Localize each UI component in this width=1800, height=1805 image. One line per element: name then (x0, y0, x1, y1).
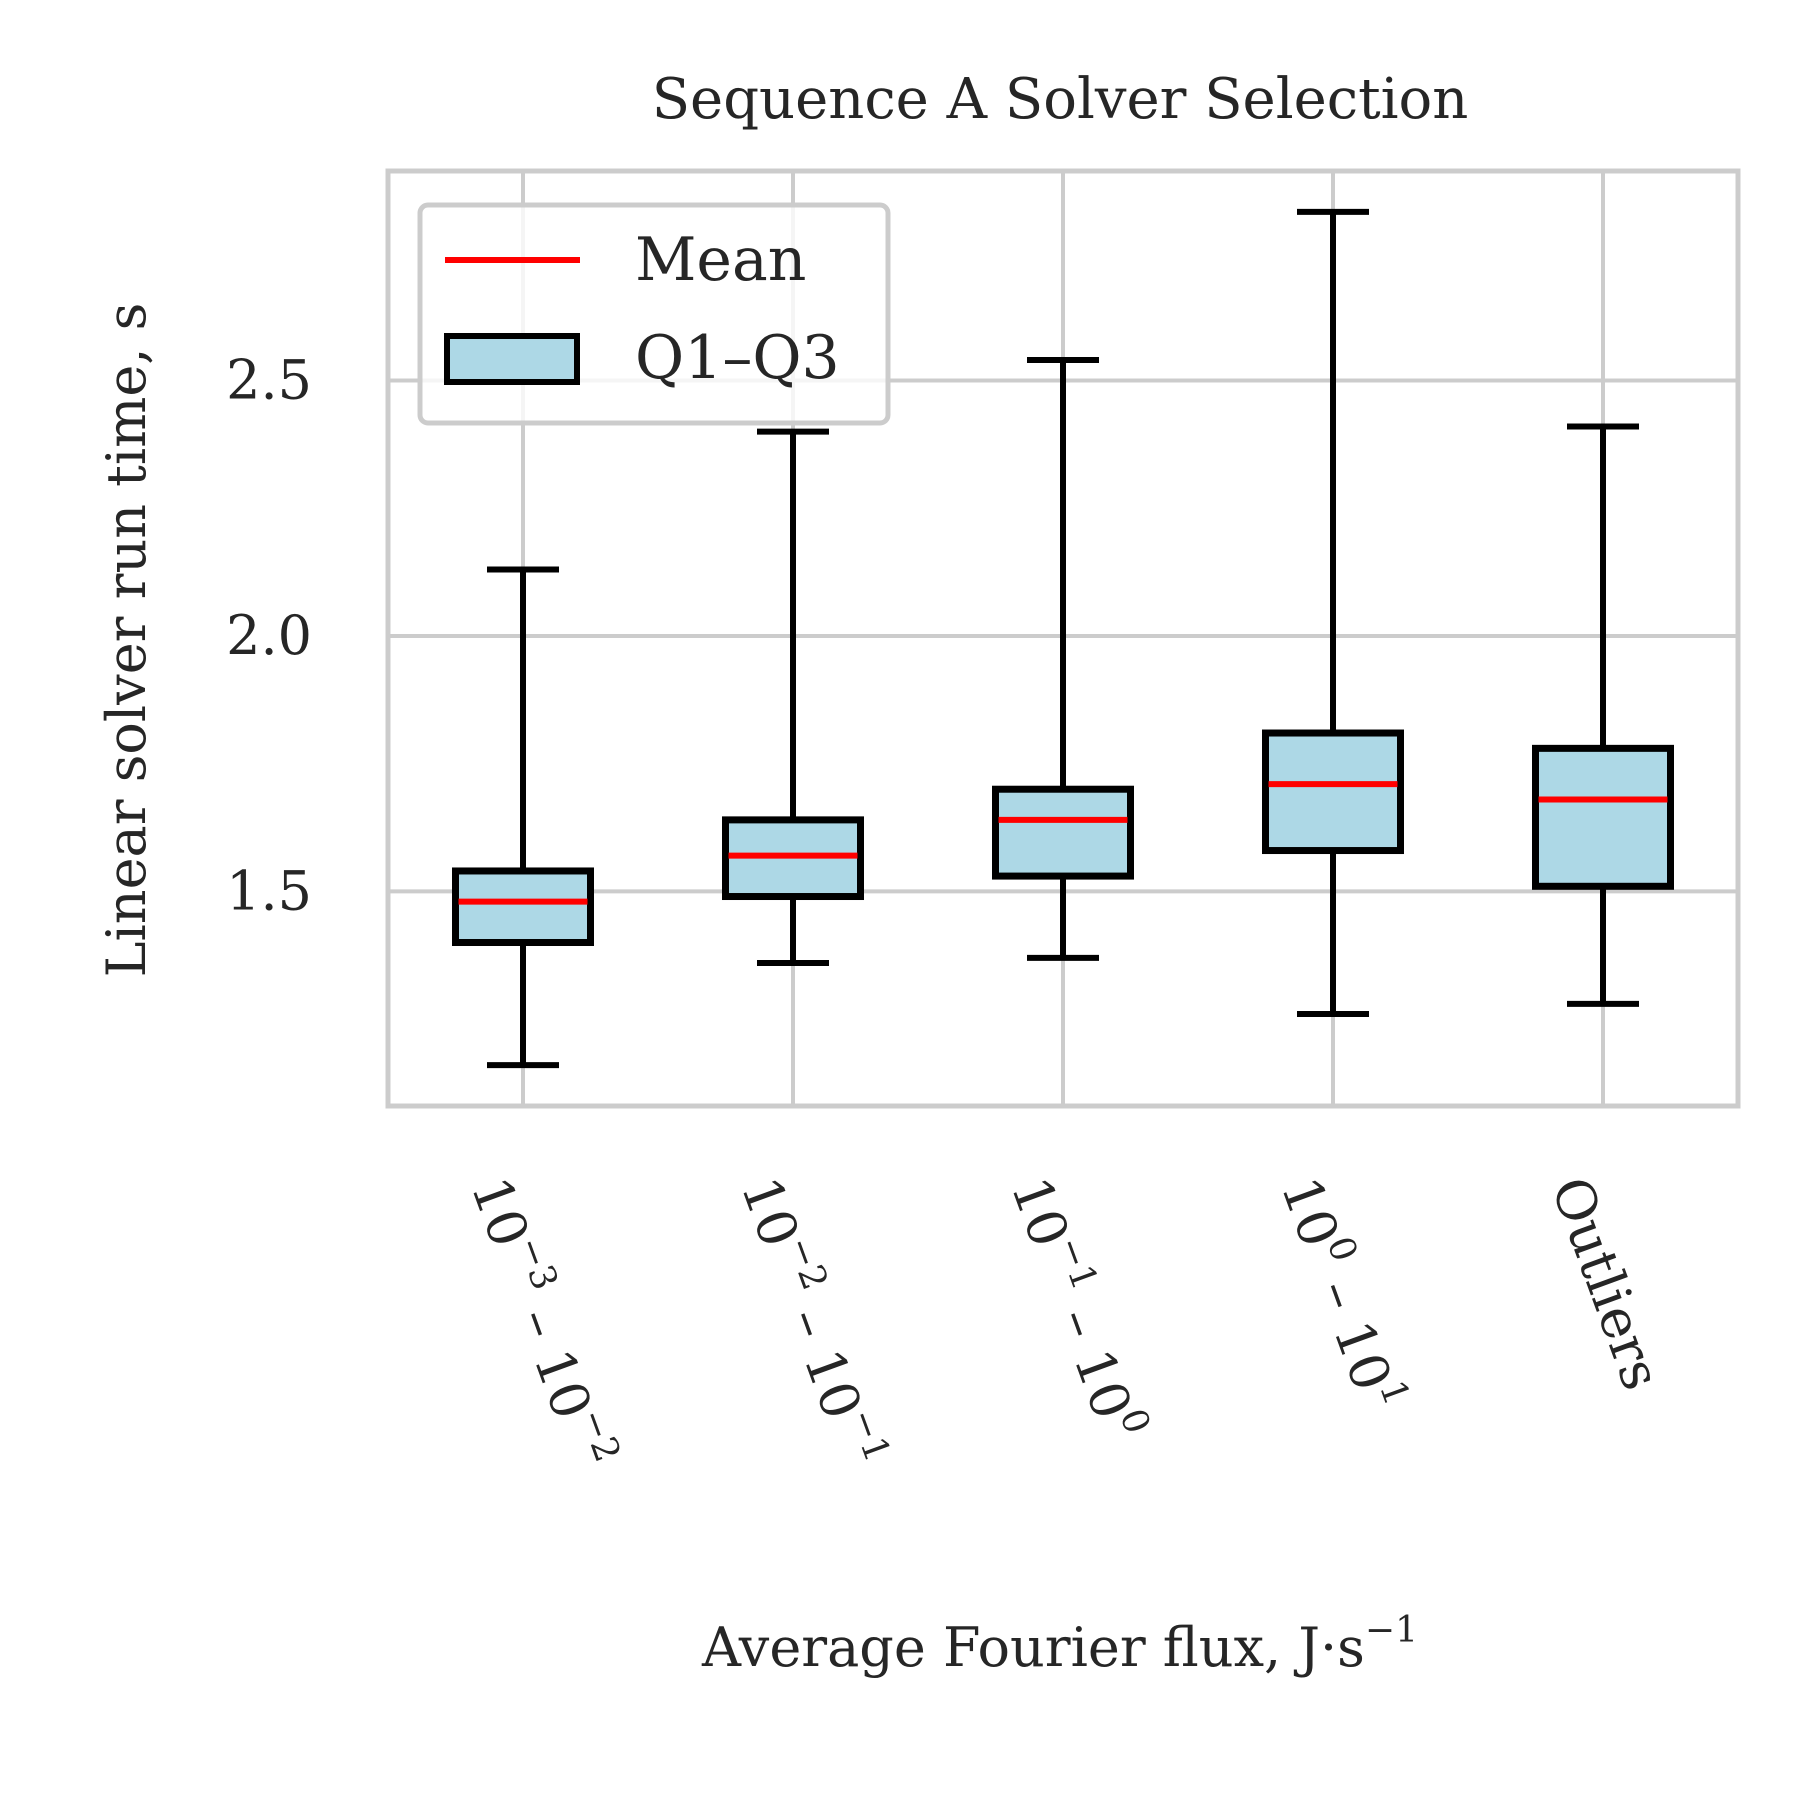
x-tick-label-text: – 10 (500, 1283, 604, 1427)
q1-q3-box (1532, 744, 1674, 890)
x-tick-label-text: – 10 (1300, 1255, 1404, 1399)
x-tick-label: 10−3 – 10−2 (459, 1167, 628, 1477)
x-tick-label-text: Outliers (1539, 1169, 1674, 1398)
box-group (992, 357, 1134, 961)
legend-label: Mean (635, 225, 806, 295)
y-tick-label: 2.5 (226, 348, 312, 411)
x-tick-label: 10−2 – 10−1 (729, 1167, 898, 1477)
chart-title: Sequence A Solver Selection (652, 67, 1469, 132)
q1-q3-box (1262, 729, 1404, 855)
q1-q3-box (992, 785, 1134, 880)
q1-q3-box (452, 867, 594, 947)
box-group (452, 566, 594, 1069)
x-tick-label: Outliers (1539, 1169, 1674, 1398)
legend-box-swatch (444, 333, 580, 385)
x-tick-label-text: – 10 (1040, 1283, 1144, 1427)
y-tick-label: 2.0 (226, 604, 312, 667)
x-axis-label-superscript: −1 (1365, 1610, 1418, 1651)
box-group (722, 428, 864, 966)
y-tick-label: 1.5 (226, 859, 312, 922)
box-group (1532, 423, 1674, 1007)
axes-frame (385, 168, 1741, 1109)
x-tick-label: 100 – 101 (1269, 1167, 1417, 1420)
x-axis-label: Average Fourier flux, J·s−1 (701, 1610, 1418, 1679)
x-axis-label-text: Average Fourier flux, J·s (701, 1616, 1365, 1679)
x-tick-label-text: – 10 (770, 1283, 874, 1427)
box-group (1262, 208, 1404, 1018)
legend-label: Q1–Q3 (635, 323, 840, 393)
x-tick-label: 10−1 – 100 (999, 1167, 1158, 1449)
legend: Mean Q1–Q3 (417, 202, 891, 426)
y-axis-label: Linear solver run time, s (95, 303, 158, 978)
